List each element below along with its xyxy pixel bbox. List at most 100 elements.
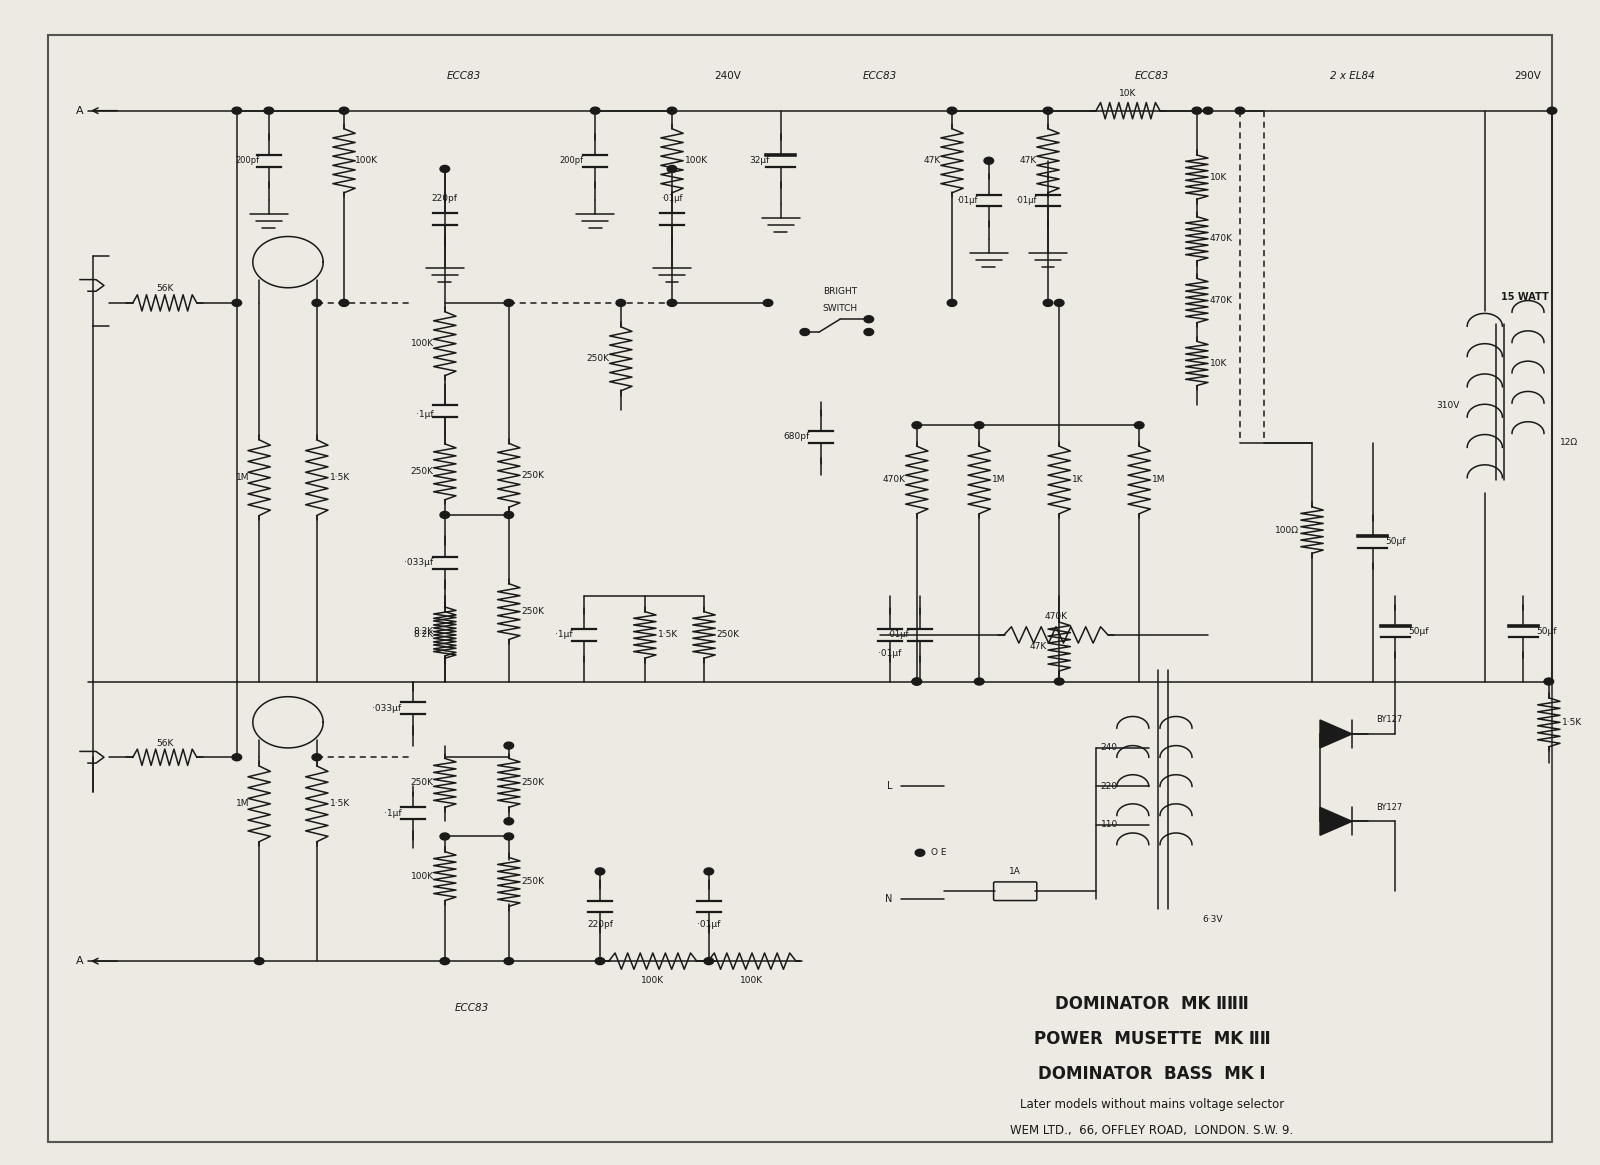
Circle shape [704, 958, 714, 965]
Text: 250K: 250K [717, 630, 739, 640]
Text: 250K: 250K [411, 778, 434, 788]
Text: 50μf: 50μf [1536, 627, 1557, 636]
Text: 1K: 1K [1072, 475, 1083, 485]
Circle shape [504, 742, 514, 749]
Circle shape [504, 833, 514, 840]
Text: 1·5K: 1·5K [658, 630, 678, 640]
Circle shape [440, 833, 450, 840]
Circle shape [1054, 678, 1064, 685]
Text: 47K: 47K [923, 156, 941, 165]
Text: 250K: 250K [522, 877, 544, 887]
Text: ·1μf: ·1μf [555, 630, 573, 640]
Circle shape [254, 958, 264, 965]
Circle shape [504, 299, 514, 306]
Text: 1·5K: 1·5K [330, 799, 350, 809]
Circle shape [232, 107, 242, 114]
Text: 250K: 250K [522, 607, 544, 616]
Circle shape [1043, 107, 1053, 114]
Circle shape [595, 868, 605, 875]
Text: 220pf: 220pf [432, 193, 458, 203]
Text: 12Ω: 12Ω [1560, 438, 1578, 447]
Text: 100K: 100K [642, 976, 664, 986]
Text: 56K: 56K [157, 284, 173, 294]
Circle shape [312, 754, 322, 761]
Text: ·033μf: ·033μf [405, 558, 434, 567]
Circle shape [232, 299, 242, 306]
Text: 10K: 10K [1210, 359, 1227, 368]
Text: 100K: 100K [355, 156, 378, 165]
Text: O E: O E [931, 848, 947, 857]
Text: 1M: 1M [237, 473, 250, 482]
Circle shape [1544, 678, 1554, 685]
Text: BRIGHT: BRIGHT [822, 287, 858, 296]
Text: BY127: BY127 [1376, 715, 1402, 725]
Text: 47K: 47K [1029, 642, 1046, 651]
Text: 1·5K: 1·5K [1562, 718, 1582, 727]
Text: 1·5K: 1·5K [330, 473, 350, 482]
Circle shape [984, 157, 994, 164]
Text: N: N [885, 895, 893, 904]
Text: ·01μf: ·01μf [957, 196, 978, 205]
Circle shape [1134, 422, 1144, 429]
Text: 240V: 240V [715, 71, 741, 80]
Circle shape [912, 678, 922, 685]
Circle shape [1192, 107, 1202, 114]
Text: 220: 220 [1101, 782, 1118, 791]
Text: 100K: 100K [741, 976, 763, 986]
Text: DOMINATOR  MK ⅡⅡⅡ: DOMINATOR MK ⅡⅡⅡ [1054, 995, 1250, 1014]
Text: WEM LTD.,  66, OFFLEY ROAD,  LONDON. S.W. 9.: WEM LTD., 66, OFFLEY ROAD, LONDON. S.W. … [1010, 1123, 1294, 1137]
Text: 32μf: 32μf [749, 156, 770, 165]
Text: 470K: 470K [1210, 234, 1232, 243]
Text: Later models without mains voltage selector: Later models without mains voltage selec… [1019, 1097, 1285, 1111]
Circle shape [947, 107, 957, 114]
Text: 50μf: 50μf [1386, 537, 1406, 546]
Circle shape [667, 299, 677, 306]
Text: DOMINATOR  BASS  MK Ⅰ: DOMINATOR BASS MK Ⅰ [1038, 1065, 1266, 1083]
Text: 10K: 10K [1210, 172, 1227, 182]
Text: 250K: 250K [522, 778, 544, 788]
Text: 100K: 100K [411, 339, 434, 348]
Circle shape [704, 868, 714, 875]
Text: 1M: 1M [237, 799, 250, 809]
Text: ·01μf: ·01μf [1016, 196, 1037, 205]
Text: ·1μf: ·1μf [384, 809, 402, 818]
Text: SWITCH: SWITCH [822, 304, 858, 313]
Text: 200pf: 200pf [235, 156, 259, 165]
Circle shape [339, 107, 349, 114]
Circle shape [440, 511, 450, 518]
Text: 10K: 10K [1120, 89, 1136, 98]
Text: ·1μf: ·1μf [416, 410, 434, 419]
Circle shape [504, 818, 514, 825]
Circle shape [339, 299, 349, 306]
Polygon shape [1320, 807, 1352, 835]
Circle shape [974, 678, 984, 685]
Text: 47K: 47K [1019, 156, 1037, 165]
Circle shape [1203, 107, 1213, 114]
Text: 310V: 310V [1435, 401, 1459, 410]
Text: ·01μf: ·01μf [698, 920, 720, 930]
Circle shape [1235, 107, 1245, 114]
Text: BY127: BY127 [1376, 803, 1402, 812]
Circle shape [974, 422, 984, 429]
Text: 470K: 470K [883, 475, 906, 485]
Text: L: L [888, 782, 893, 791]
Text: ECC83: ECC83 [454, 1003, 490, 1012]
Circle shape [440, 165, 450, 172]
Text: 250K: 250K [411, 467, 434, 476]
Text: 250K: 250K [522, 471, 544, 480]
Text: ·01μf: ·01μf [661, 193, 683, 203]
Circle shape [595, 958, 605, 965]
Text: POWER  MUSETTE  MK ⅡⅡ: POWER MUSETTE MK ⅡⅡ [1034, 1030, 1270, 1048]
Circle shape [947, 299, 957, 306]
Text: 470K: 470K [1210, 296, 1232, 305]
Text: 56K: 56K [157, 739, 173, 748]
Text: 100K: 100K [411, 871, 434, 881]
Circle shape [667, 107, 677, 114]
Circle shape [232, 754, 242, 761]
Text: 220pf: 220pf [587, 920, 613, 930]
Text: ·01μf: ·01μf [878, 649, 901, 658]
Circle shape [504, 511, 514, 518]
Text: 100Ω: 100Ω [1275, 525, 1299, 535]
Text: 470K: 470K [1045, 612, 1067, 621]
Circle shape [264, 107, 274, 114]
